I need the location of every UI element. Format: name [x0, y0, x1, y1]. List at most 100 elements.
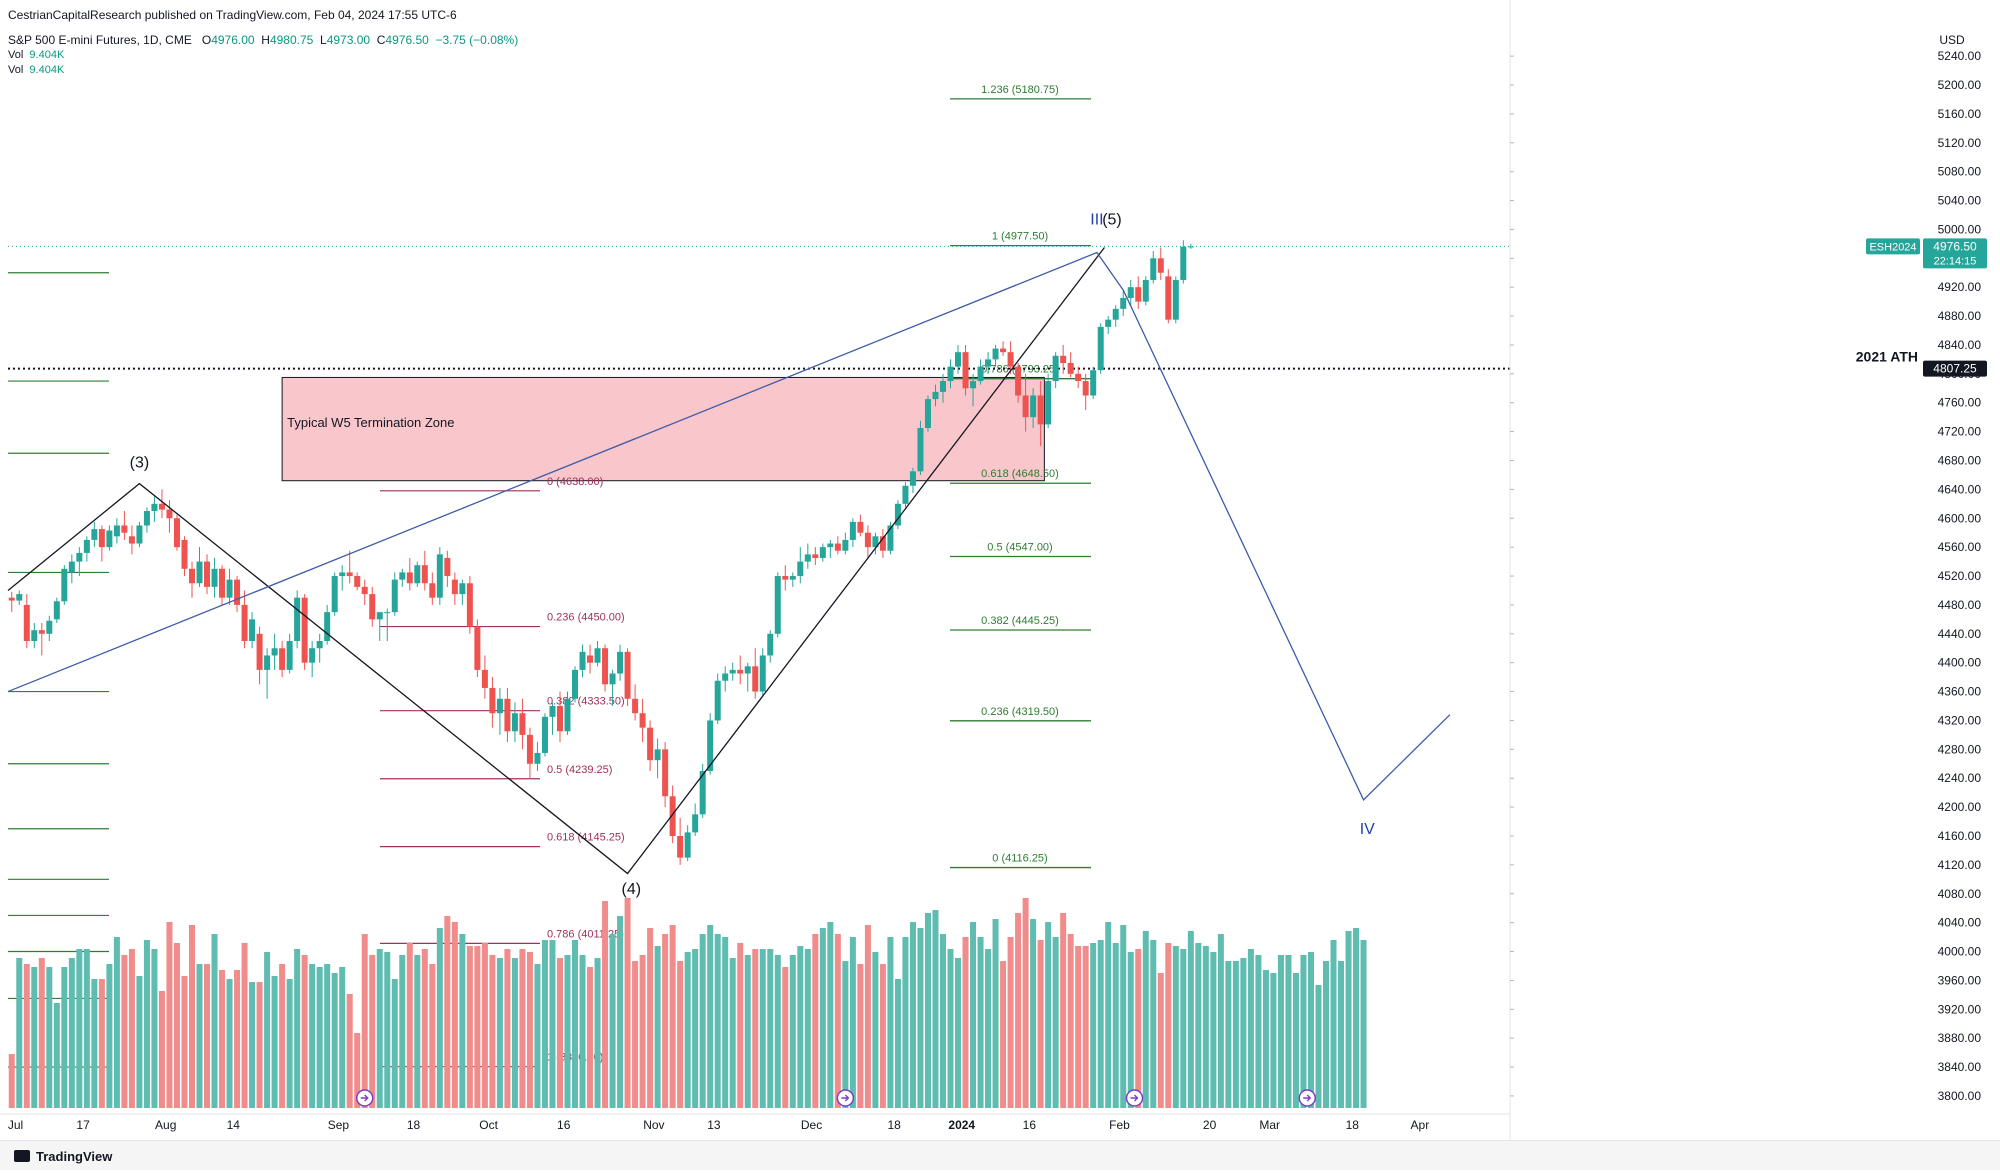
candle-body	[489, 687, 496, 714]
candle-body	[1022, 395, 1029, 418]
volume-bar	[894, 979, 901, 1108]
volume-bar	[429, 964, 436, 1108]
candle-body	[729, 669, 736, 674]
volume-bar	[729, 958, 736, 1108]
volume-bar	[782, 967, 789, 1108]
tradingview-logo[interactable]: TradingView	[14, 1149, 112, 1164]
time-tick-label: Aug	[155, 1118, 176, 1132]
volume-legend-1[interactable]: Vol 9.404K	[8, 49, 64, 61]
candle-body	[53, 601, 60, 620]
candle-body	[722, 673, 729, 681]
candle-body	[46, 620, 53, 634]
candle-body	[519, 713, 526, 735]
volume-bar	[61, 967, 68, 1108]
volume-bar	[53, 1003, 60, 1108]
time-tick-label: Nov	[643, 1118, 664, 1132]
volume-bar	[774, 955, 781, 1108]
volume-bar	[864, 925, 871, 1108]
time-tick-label: Dec	[801, 1118, 822, 1132]
volume-bar	[662, 934, 669, 1108]
volume-bar	[1142, 931, 1149, 1108]
volume-bar	[1195, 943, 1202, 1108]
candle-body	[76, 552, 83, 562]
volume-bar	[924, 913, 931, 1108]
symbol-name[interactable]: S&P 500 E-mini Futures, 1D, CME	[8, 33, 192, 47]
candle-body	[624, 651, 631, 699]
volume-legend-2[interactable]: Vol 9.404K	[8, 64, 64, 76]
l-label: L	[320, 33, 327, 47]
candle-body	[466, 583, 473, 627]
volume-bar	[579, 955, 586, 1108]
volume-bar	[834, 934, 841, 1108]
candle-body	[391, 579, 398, 613]
volume-bar	[1030, 919, 1037, 1108]
volume-bar	[316, 967, 323, 1108]
volume-bar	[1007, 937, 1014, 1108]
candle-body	[594, 648, 601, 663]
candle-body	[136, 525, 143, 544]
volume-bar	[241, 943, 248, 1108]
candle-body	[962, 352, 969, 389]
price-tick-label: 4440.00	[1938, 627, 1982, 641]
wave-label: (3)	[130, 455, 150, 472]
candle-body	[241, 604, 248, 642]
l-value: 4973.00	[326, 33, 371, 47]
time-tick-label: Feb	[1109, 1118, 1130, 1132]
candle-body	[361, 586, 368, 595]
candle-body	[1075, 373, 1082, 382]
candle-body	[399, 572, 406, 580]
candle-body	[1180, 246, 1187, 280]
countdown-value: 22:14:15	[1934, 255, 1977, 267]
volume-bar	[1060, 913, 1067, 1108]
volume-bar	[339, 967, 346, 1108]
volume-bar	[504, 949, 511, 1108]
volume-bar	[481, 943, 488, 1108]
volume-bar	[632, 961, 639, 1108]
volume-bar	[421, 949, 428, 1108]
candle-body	[1112, 308, 1119, 320]
price-tick-label: 3800.00	[1938, 1089, 1982, 1103]
current-price-badge	[1923, 238, 1987, 269]
volume-bar	[489, 955, 496, 1108]
volume-bar	[166, 922, 173, 1108]
volume-bar	[977, 937, 984, 1108]
time-tick-label: Jul	[8, 1118, 23, 1132]
price-tick-label: 4560.00	[1938, 540, 1982, 554]
candle-body	[511, 713, 518, 732]
brand-name: TradingView	[36, 1149, 113, 1164]
volume-bar	[136, 976, 143, 1108]
candle-body	[1037, 395, 1044, 425]
candle-body	[857, 521, 864, 533]
candle-body	[992, 348, 999, 360]
fib-green-level-label: 0.618 (4648.50)	[981, 468, 1059, 480]
price-tick-label: 5000.00	[1938, 222, 1982, 236]
symbol-badge-label: ESH2024	[1869, 241, 1916, 253]
candle-body	[752, 666, 759, 692]
time-tick-label: 2024	[948, 1118, 975, 1132]
event-arrow-icon	[841, 1094, 850, 1102]
event-arrow-icon	[1303, 1094, 1312, 1102]
volume-bar	[294, 949, 301, 1108]
volume-bar	[324, 964, 331, 1108]
candle-body	[436, 554, 443, 598]
footer-bar: TradingView	[0, 1140, 2000, 1170]
volume-bar	[1255, 955, 1262, 1108]
candle-body	[1090, 370, 1097, 396]
fib-green-level-label: 0.5 (4547.00)	[987, 542, 1052, 554]
candle-body	[264, 655, 271, 670]
volume-bar	[346, 994, 353, 1108]
volume-bar	[1165, 943, 1172, 1108]
volume-bar	[496, 958, 503, 1108]
time-tick-label: 18	[1346, 1118, 1360, 1132]
volume-bar	[249, 982, 256, 1108]
volume-bar	[602, 901, 609, 1108]
volume-bar	[1232, 961, 1239, 1108]
candle-body	[1187, 246, 1194, 248]
volume-bar	[1120, 925, 1127, 1108]
volume-bar	[909, 922, 916, 1108]
volume-bar	[654, 946, 661, 1108]
volume-bar	[639, 955, 646, 1108]
candle-body	[789, 576, 796, 580]
